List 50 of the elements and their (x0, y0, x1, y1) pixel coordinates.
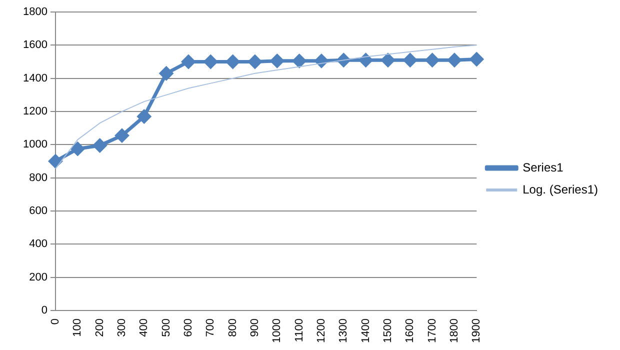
y-tick-label: 200 (29, 271, 48, 284)
x-tick-label: 700 (204, 318, 217, 337)
point (381, 53, 395, 67)
point (93, 138, 107, 152)
point (226, 55, 240, 69)
point (248, 55, 262, 69)
x-tick-label: 1000 (271, 318, 284, 344)
y-tick-label: 1400 (22, 72, 48, 84)
point (359, 53, 373, 67)
x-tick-label: 400 (138, 318, 150, 337)
point (48, 154, 62, 168)
x-tick-label: 900 (249, 318, 261, 337)
x-tick-label: 1300 (338, 318, 350, 344)
x-tick-label: 1200 (316, 318, 328, 344)
x-tick-label: 1700 (426, 318, 438, 344)
y-tick-label: 0 (41, 304, 48, 317)
y-tick-label: 600 (29, 205, 48, 218)
x-tick-label: 1400 (360, 318, 372, 344)
point (292, 54, 306, 68)
point (160, 66, 174, 80)
point (182, 55, 196, 69)
y-tick-label: 800 (29, 172, 48, 184)
point (270, 54, 284, 68)
point (137, 110, 151, 124)
point (470, 52, 484, 66)
x-tick-label: 1500 (382, 318, 394, 344)
x-tick-label: 1100 (293, 318, 306, 342)
x-tick-label: 0 (50, 318, 62, 325)
x-tick-label: 800 (226, 318, 239, 337)
point (426, 53, 440, 67)
y-tick-label: 400 (29, 238, 48, 250)
x-tick-label: 600 (182, 318, 194, 337)
x-tick-label: 1800 (448, 318, 460, 344)
x-tick-label: 100 (72, 318, 84, 337)
point (115, 128, 129, 142)
point (403, 53, 417, 67)
point (204, 55, 218, 69)
legend-label: Log. (Series1) (522, 182, 598, 196)
y-tick-label: 1200 (22, 106, 48, 118)
point (448, 53, 462, 67)
y-tick-label: 1600 (22, 39, 48, 52)
point (70, 142, 84, 156)
x-tick-label: 1900 (470, 318, 483, 344)
x-tick-label: 200 (94, 318, 106, 337)
x-tick-label: 500 (160, 318, 172, 337)
x-tick-label: 300 (116, 318, 128, 337)
x-tick-label: 1600 (404, 318, 416, 344)
y-tick-label: 1000 (22, 138, 48, 151)
legend-label: Series1 (522, 160, 564, 174)
y-tick-label: 1800 (22, 6, 48, 18)
